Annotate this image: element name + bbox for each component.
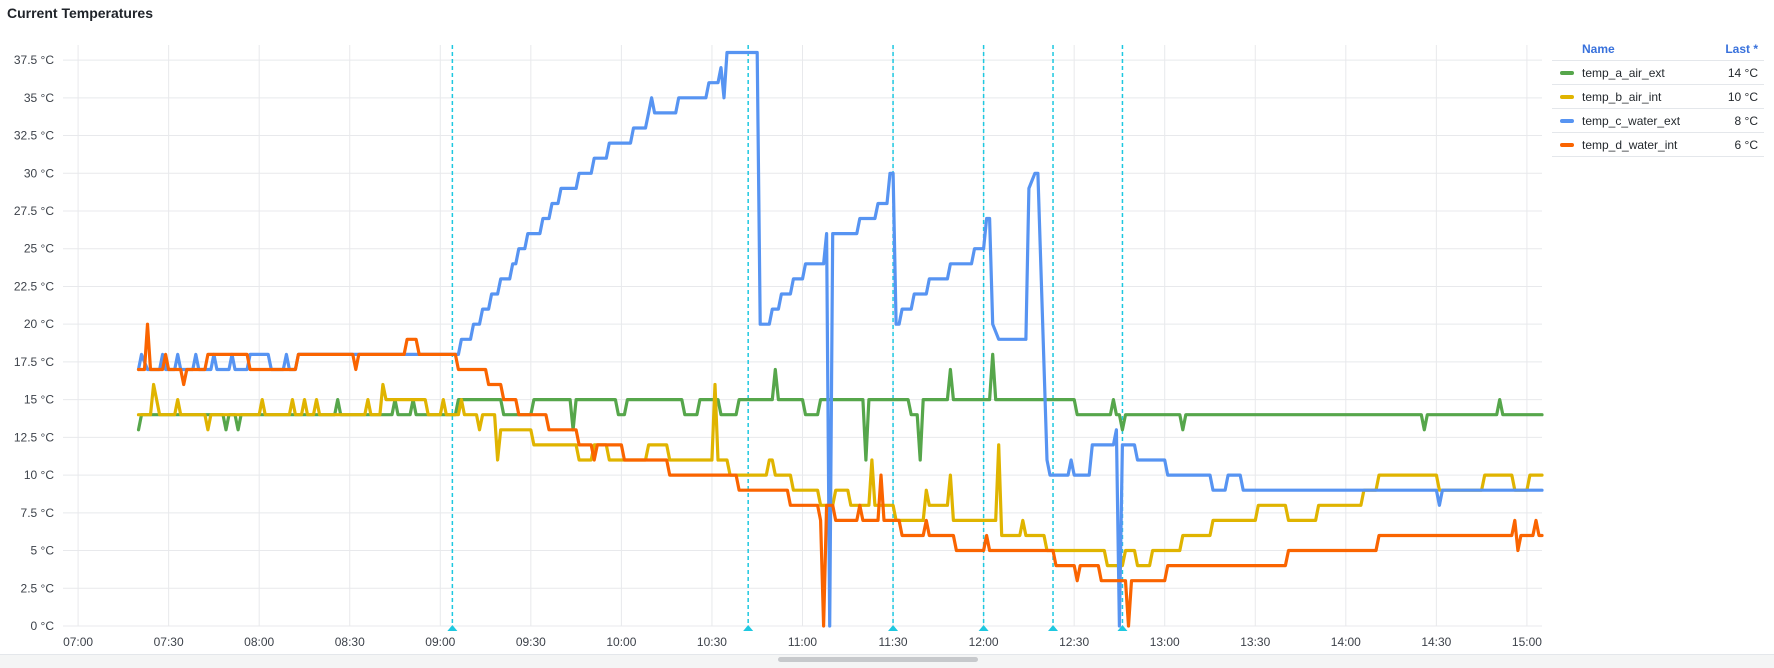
legend-item-name: temp_a_air_ext (1582, 65, 1665, 80)
legend-item-last: 10 °C (1727, 89, 1758, 104)
annotation-marker[interactable] (1117, 625, 1128, 631)
legend-swatch (1560, 94, 1574, 99)
series-line-temp_b_air_int[interactable] (136, 382, 1544, 568)
annotation-marker[interactable] (978, 625, 989, 631)
legend-item-last: 14 °C (1727, 65, 1758, 80)
y-tick-label: 10 °C (24, 468, 54, 482)
series-line-temp_c_water_ext[interactable] (136, 50, 1544, 628)
x-tick-label: 08:00 (244, 635, 274, 649)
chart-grid (63, 45, 1542, 627)
y-tick-label: 17.5 °C (14, 355, 54, 369)
y-tick-label: 25 °C (24, 242, 54, 256)
legend: Name Last * temp_a_air_ext 14 °C temp_b_… (1552, 38, 1764, 157)
legend-swatch (1560, 70, 1574, 75)
x-tick-label: 13:30 (1240, 635, 1270, 649)
legend-item[interactable]: temp_c_water_ext 8 °C (1552, 109, 1764, 133)
legend-item-name: temp_b_air_int (1582, 89, 1662, 104)
y-tick-label: 15 °C (24, 393, 54, 407)
y-tick-label: 7.5 °C (21, 506, 55, 520)
x-tick-label: 09:30 (516, 635, 546, 649)
series-line-temp_d_water_int[interactable] (136, 322, 1544, 628)
y-tick-label: 37.5 °C (14, 53, 54, 67)
series-line-temp_a_air_ext[interactable] (136, 352, 1544, 462)
y-tick-label: 2.5 °C (21, 581, 55, 595)
annotation-marker[interactable] (888, 625, 899, 631)
legend-item[interactable]: temp_b_air_int 10 °C (1552, 85, 1764, 109)
panel-title: Current Temperatures (7, 5, 154, 21)
y-axis-ticks: 0 °C 2.5 °C 5 °C 7.5 °C 10 °C 12.5 °C 15 °C 17.… (14, 53, 54, 633)
y-tick-label: 35 °C (24, 91, 54, 105)
horizontal-scrollbar[interactable] (0, 654, 1774, 668)
legend-swatch (1560, 142, 1574, 147)
x-tick-label: 10:00 (606, 635, 636, 649)
scrollbar-thumb[interactable] (778, 657, 978, 662)
legend-item[interactable]: temp_a_air_ext 14 °C (1552, 61, 1764, 85)
temperature-chart[interactable]: 0 °C 2.5 °C 5 °C 7.5 °C 10 °C 12.5 °C 15 °C 17.… (0, 0, 1545, 654)
annotation-marker[interactable] (1048, 625, 1059, 631)
x-tick-label: 10:30 (697, 635, 727, 649)
x-tick-label: 14:30 (1421, 635, 1451, 649)
x-tick-label: 07:00 (63, 635, 93, 649)
annotation-marker[interactable] (743, 625, 754, 631)
y-tick-label: 30 °C (24, 166, 54, 180)
y-tick-label: 0 °C (31, 619, 55, 633)
x-tick-label: 12:30 (1059, 635, 1089, 649)
x-tick-label: 13:00 (1150, 635, 1180, 649)
x-tick-label: 11:00 (788, 635, 817, 649)
x-tick-label: 11:30 (878, 635, 907, 649)
y-tick-label: 20 °C (24, 317, 54, 331)
legend-item[interactable]: temp_d_water_int 6 °C (1552, 133, 1764, 157)
legend-item-name: temp_c_water_ext (1582, 113, 1681, 128)
y-tick-label: 5 °C (31, 544, 55, 558)
legend-item-last: 8 °C (1734, 113, 1758, 128)
legend-last-header[interactable]: Last * (1725, 42, 1758, 56)
x-tick-label: 07:30 (154, 635, 184, 649)
x-tick-label: 08:30 (335, 635, 365, 649)
y-tick-label: 12.5 °C (14, 430, 54, 444)
y-tick-label: 27.5 °C (14, 204, 54, 218)
x-tick-label: 14:00 (1331, 635, 1361, 649)
legend-swatch (1560, 118, 1574, 123)
legend-name-header[interactable]: Name (1582, 42, 1615, 56)
annotation-marker[interactable] (447, 625, 458, 631)
x-tick-label: 12:00 (969, 635, 999, 649)
legend-item-name: temp_d_water_int (1582, 137, 1678, 152)
x-axis-ticks: 07:00 07:30 08:00 08:30 09:00 09:30 10:00 10:30… (63, 635, 1542, 649)
series-lines[interactable] (136, 50, 1544, 628)
x-tick-label: 09:00 (425, 635, 455, 649)
y-tick-label: 22.5 °C (14, 279, 54, 293)
legend-header: Name Last * (1552, 38, 1764, 61)
y-tick-label: 32.5 °C (14, 129, 54, 143)
x-tick-label: 15:00 (1512, 635, 1542, 649)
legend-item-last: 6 °C (1734, 137, 1758, 152)
